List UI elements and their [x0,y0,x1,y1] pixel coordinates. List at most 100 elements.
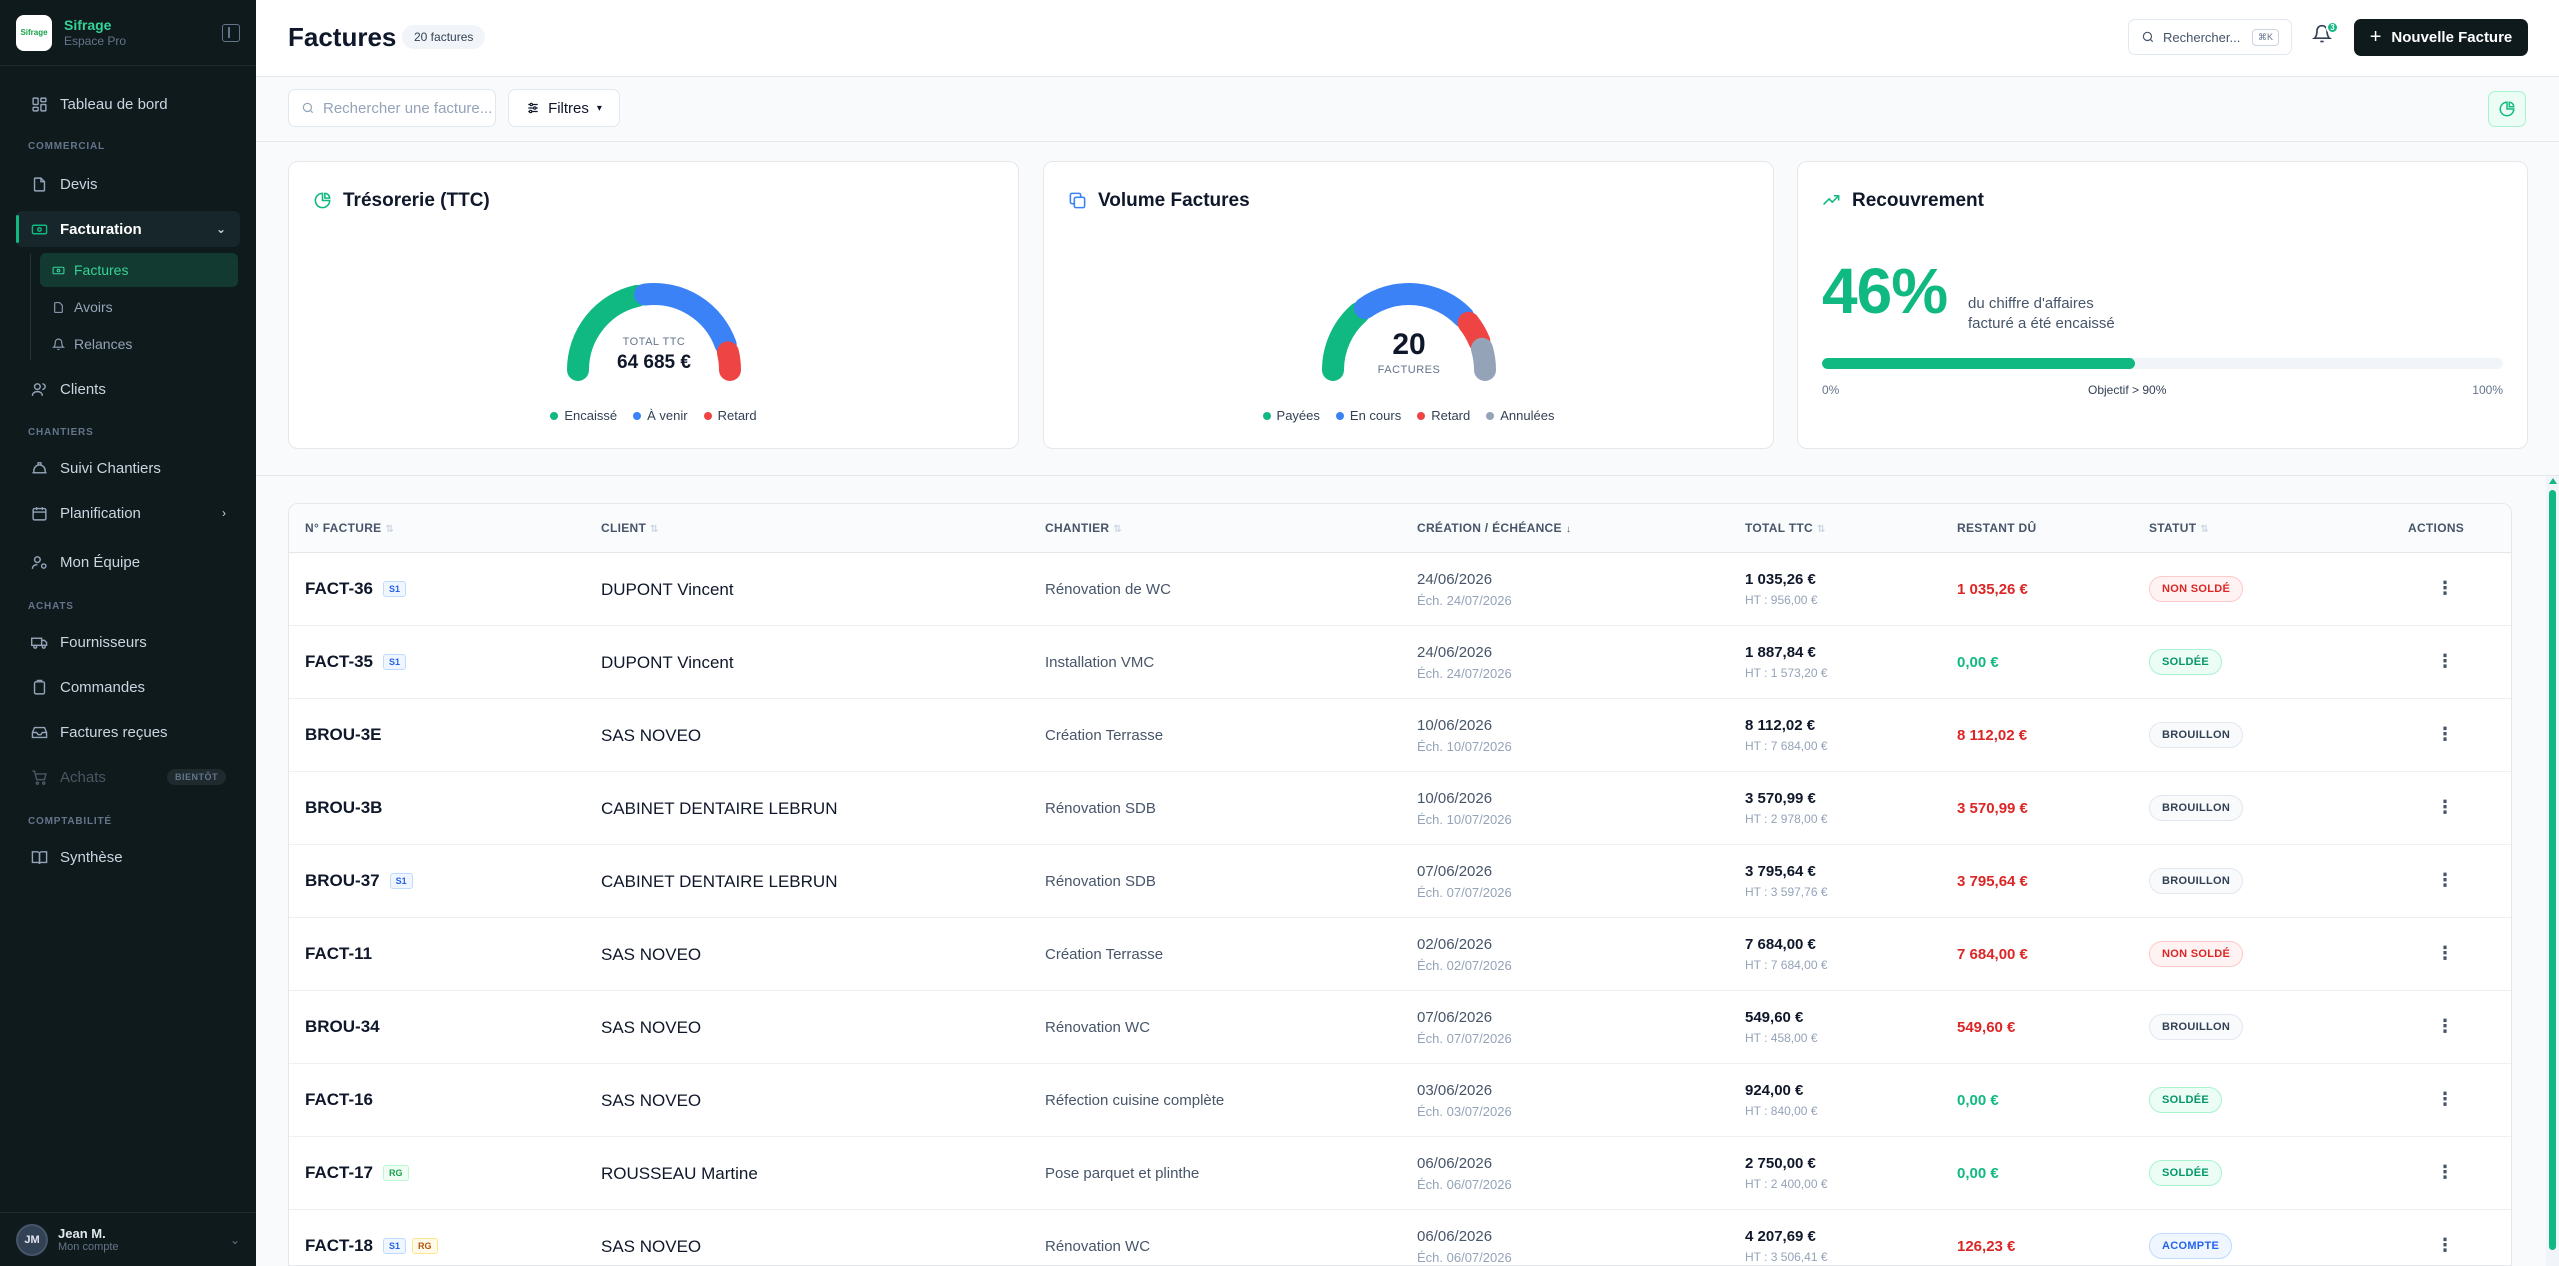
sidebar-item-commandes[interactable]: Commandes [16,669,240,705]
table-row[interactable]: BROU-37 S1 CABINET DENTAIRE LEBRUN Rénovati… [289,845,2511,918]
table-row[interactable]: FACT-11 SAS NOVEO Création Terrasse 02/06/2… [289,918,2511,991]
invoice-number[interactable]: FACT-18 S1 RG [305,1236,438,1256]
col-num[interactable]: N° FACTURE ⇅ [305,521,395,535]
notifications-button[interactable]: 3 [2311,21,2339,48]
invoice-client: ROUSSEAU Martine [601,1164,758,1183]
invoice-chantier: Réfection cuisine complète [1045,1092,1225,1109]
chevron-down-icon: ⌄ [229,1232,240,1247]
status-badge: SOLDÉE [2149,1087,2223,1113]
gauge-caption: TOTAL TTC [622,336,686,348]
sidebar-item-planification[interactable]: Planification › [16,495,240,531]
sidebar-item-suivi-chantiers[interactable]: Suivi Chantiers [16,450,240,486]
invoice-remaining: 126,23 € [1957,1238,2016,1255]
table-row[interactable]: FACT-36 S1 DUPONT Vincent Rénovation de WC 2… [289,553,2511,626]
filters-button[interactable]: Filtres ▾ [508,89,620,127]
brand-name: Sifrage [64,16,112,33]
tresorerie-gauge: TOTAL TTC 64 685 € [559,272,749,382]
scroll-up-icon[interactable] [2549,478,2557,484]
sidebar-collapse-icon[interactable] [222,23,240,42]
page-scrollbar[interactable] [2546,476,2559,1266]
table-row[interactable]: FACT-18 S1 RG SAS NOVEO Rénovation WC 06/06/2… [289,1210,2511,1265]
sidebar-item-synthese[interactable]: Synthèse [16,839,240,875]
invoice-due-date: Éch. 07/07/2026 [1417,885,1512,900]
card-volume: Volume Factures 20 FACTURES Payées En co… [1043,161,1774,449]
col-status[interactable]: STATUT ⇅ [2149,521,2210,535]
invoice-number[interactable]: BROU-3E [305,725,382,744]
table-row[interactable]: FACT-35 S1 DUPONT Vincent Installation VMC 2… [289,626,2511,699]
more-actions-icon[interactable]: ⋮ [2436,1235,2454,1255]
col-client[interactable]: CLIENT ⇅ [601,521,659,535]
sidebar-item-equipe[interactable]: Mon Équipe [16,544,240,580]
global-search-button[interactable]: Rechercher... ⌘K [2128,19,2292,55]
col-dates[interactable]: CRÉATION / ÉCHÉANCE ↓ [1417,521,1572,535]
invoice-search-input[interactable]: Rechercher une facture... [288,89,496,127]
user-menu[interactable]: JM Jean M. Mon compte ⌄ [0,1212,256,1266]
invoice-chantier: Pose parquet et plinthe [1045,1165,1200,1182]
invoice-number[interactable]: FACT-17 RG [305,1163,409,1183]
more-actions-icon[interactable]: ⋮ [2436,797,2454,817]
more-actions-icon[interactable]: ⋮ [2436,870,2454,890]
more-actions-icon[interactable]: ⋮ [2436,1162,2454,1182]
invoice-chantier: Rénovation de WC [1045,581,1171,598]
invoice-client: CABINET DENTAIRE LEBRUN [601,799,838,818]
pie-chart-icon [313,191,333,211]
scrollbar-thumb[interactable] [2549,490,2556,1250]
recovery-progress-bar [1822,358,2503,369]
more-actions-icon[interactable]: ⋮ [2436,1089,2454,1109]
invoice-chantier: Installation VMC [1045,654,1155,671]
more-actions-icon[interactable]: ⋮ [2436,943,2454,963]
table-row[interactable]: FACT-17 RG ROUSSEAU Martine Pose parquet et… [289,1137,2511,1210]
new-invoice-label: Nouvelle Facture [2391,29,2513,46]
recovery-description: du chiffre d'affaires facturé a été enca… [1968,295,2115,332]
sidebar-item-clients[interactable]: Clients [16,371,240,407]
brand-logo[interactable]: Sifrage [16,14,52,51]
invoice-number[interactable]: FACT-35 S1 [305,652,407,672]
bell-icon [2311,24,2333,43]
section-commercial: COMMERCIAL [28,141,105,152]
brand-header: Sifrage Sifrage Espace Pro [0,0,256,66]
invoice-chantier: Création Terrasse [1045,946,1164,963]
sidebar-item-facturation[interactable]: Facturation ⌄ [16,211,240,247]
sidebar-subitem-factures[interactable]: Factures [40,253,238,287]
invoice-number[interactable]: FACT-36 S1 [305,579,407,599]
invoice-tag: S1 [383,581,407,597]
shortcut-hint: ⌘K [2251,28,2279,46]
col-actions: ACTIONS [2408,521,2465,535]
invoice-number[interactable]: BROU-37 S1 [305,871,413,891]
invoice-tag: S1 [389,873,413,889]
invoice-total-ht: HT : 2 978,00 € [1745,812,1828,826]
sidebar-item-dashboard[interactable]: Tableau de bord [16,86,240,122]
sidebar-item-devis[interactable]: Devis [16,166,240,202]
more-actions-icon[interactable]: ⋮ [2436,578,2454,598]
sidebar-subitem-avoirs[interactable]: Avoirs [40,290,238,324]
sidebar-subitem-relances[interactable]: Relances [40,327,238,361]
banknote-icon [30,220,48,238]
table-row[interactable]: BROU-34 SAS NOVEO Rénovation WC 07/06/2026 É… [289,991,2511,1064]
sidebar-item-label: Synthèse [60,848,123,866]
grid-icon [30,95,48,113]
col-chantier[interactable]: CHANTIER ⇅ [1045,521,1123,535]
more-actions-icon[interactable]: ⋮ [2436,1016,2454,1036]
invoice-total-ttc: 1 035,26 € [1745,571,1816,588]
table-row[interactable]: BROU-3B CABINET DENTAIRE LEBRUN Rénovation… [289,772,2511,845]
search-icon [302,102,314,114]
toggle-stats-button[interactable] [2488,91,2526,127]
invoice-created-date: 02/06/2026 [1417,936,1493,953]
sidebar-item-fournisseurs[interactable]: Fournisseurs [16,624,240,660]
progress-max-label: 100% [2472,383,2503,397]
chevron-right-icon: › [222,506,226,520]
col-ttc[interactable]: TOTAL TTC ⇅ [1745,521,1826,535]
table-row[interactable]: FACT-16 SAS NOVEO Réfection cuisine complè… [289,1064,2511,1137]
more-actions-icon[interactable]: ⋮ [2436,651,2454,671]
sidebar-item-factures-recues[interactable]: Factures reçues [16,714,240,750]
new-invoice-button[interactable]: + Nouvelle Facture [2354,19,2528,56]
card-title-text: Volume Factures [1098,190,1250,211]
invoice-number[interactable]: BROU-34 [305,1017,380,1036]
invoice-number[interactable]: FACT-11 [305,944,373,963]
progress-fill [1822,358,2136,369]
more-actions-icon[interactable]: ⋮ [2436,724,2454,744]
table-row[interactable]: BROU-3E SAS NOVEO Création Terrasse 10/06/2… [289,699,2511,772]
invoice-number[interactable]: FACT-16 [305,1090,374,1109]
invoice-number[interactable]: BROU-3B [305,798,383,817]
legend-item: En cours [1335,408,1401,423]
